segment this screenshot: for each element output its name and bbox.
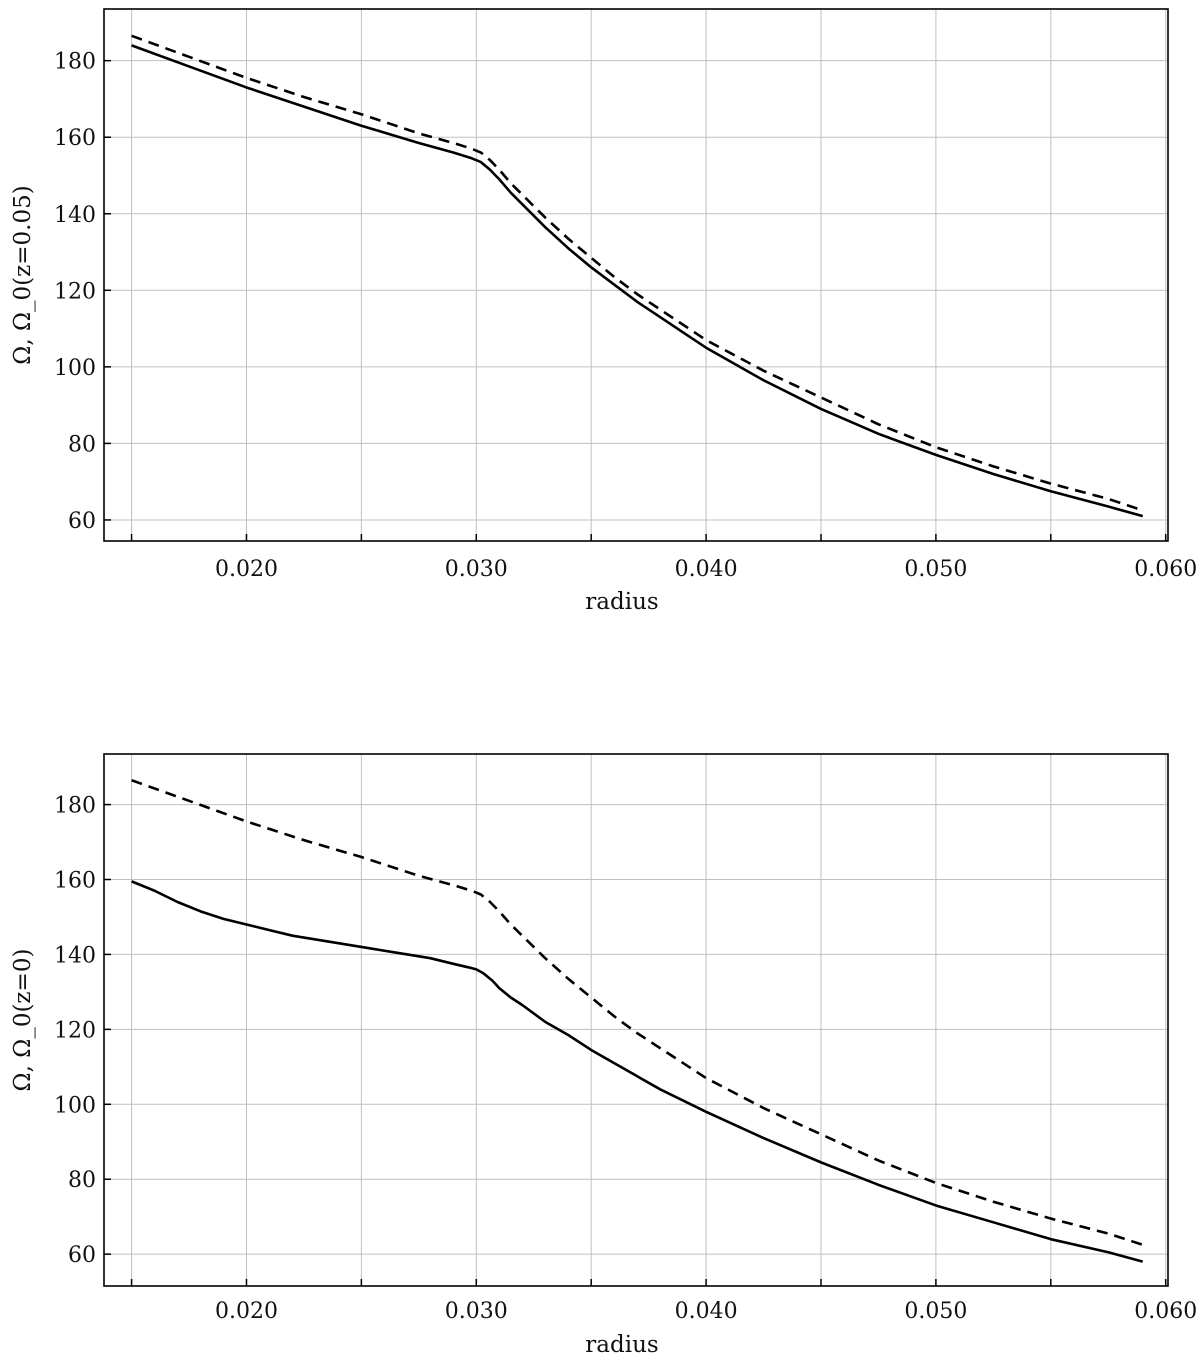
top-series <box>131 34 1144 518</box>
bottom-plot-frame <box>103 753 1169 1287</box>
y-tick-label: 60 <box>68 1243 96 1268</box>
top-x-tick-labels: 0.020 0.030 0.040 0.050 0.060 <box>215 557 1197 582</box>
y-tick-label: 140 <box>54 943 96 968</box>
x-tick-label: 0.030 <box>445 1299 508 1324</box>
top-x-axis-label: radius <box>585 589 658 615</box>
y-tick-label: 160 <box>54 126 96 151</box>
top-panel: 0.020 0.030 0.040 0.050 0.060 60 80 100 120 140 16… <box>10 8 1197 615</box>
top-plot-frame <box>103 8 1169 542</box>
x-tick-label: 0.040 <box>675 557 738 582</box>
bottom-panel: 0.020 0.030 0.040 0.050 0.060 60 80 100 120 140 16… <box>10 753 1197 1358</box>
bottom-x-tick-labels: 0.020 0.030 0.040 0.050 0.060 <box>215 1299 1197 1324</box>
bottom-y-axis-label: Ω, Ω_0(z=0) <box>10 949 36 1092</box>
y-tick-label: 120 <box>54 1018 96 1043</box>
top-ticks <box>104 59 1167 541</box>
top-y-tick-labels: 60 80 100 120 140 160 180 <box>54 50 96 534</box>
bottom-ticks <box>104 803 1167 1286</box>
y-tick-label: 180 <box>54 50 96 75</box>
bottom-dashed-series-line <box>131 779 1144 1247</box>
x-tick-label: 0.050 <box>904 1299 967 1324</box>
bottom-series <box>131 779 1144 1263</box>
top-grid <box>104 9 1168 541</box>
x-tick-label: 0.050 <box>904 557 967 582</box>
y-tick-label: 160 <box>54 869 96 894</box>
bottom-y-tick-labels: 60 80 100 120 140 160 180 <box>54 794 96 1269</box>
x-tick-label: 0.030 <box>445 557 508 582</box>
y-tick-label: 120 <box>54 279 96 304</box>
top-y-axis-label: Ω, Ω_0(z=0.05) <box>10 185 36 364</box>
x-tick-label: 0.060 <box>1134 1299 1197 1324</box>
x-tick-label: 0.060 <box>1134 557 1197 582</box>
x-tick-label: 0.040 <box>675 1299 738 1324</box>
y-tick-label: 80 <box>68 1168 96 1193</box>
y-tick-label: 100 <box>54 1093 96 1118</box>
y-tick-label: 180 <box>54 794 96 819</box>
x-tick-label: 0.020 <box>215 1299 278 1324</box>
y-tick-label: 100 <box>54 356 96 381</box>
bottom-solid-series-line <box>131 880 1144 1263</box>
y-tick-label: 140 <box>54 203 96 228</box>
x-tick-label: 0.020 <box>215 557 278 582</box>
bottom-grid <box>104 754 1168 1286</box>
top-dashed-series-line <box>131 34 1144 512</box>
top-solid-series-line <box>131 44 1144 518</box>
y-tick-label: 60 <box>68 509 96 534</box>
bottom-x-axis-label: radius <box>585 1332 658 1358</box>
y-tick-label: 80 <box>68 432 96 457</box>
